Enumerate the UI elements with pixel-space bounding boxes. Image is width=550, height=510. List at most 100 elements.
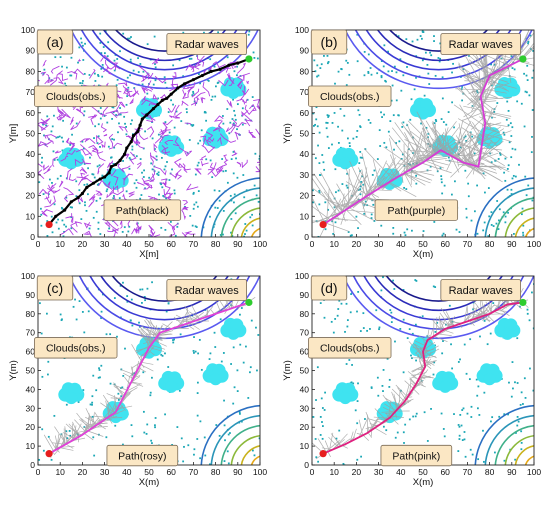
path-node [107,171,110,174]
obstacle-dot [82,311,84,313]
obstacle-dot [125,133,127,135]
obstacle-dot [186,111,188,113]
obstacle-dot [378,328,380,330]
x-tick-label: 70 [189,467,199,477]
obstacle-dot [43,193,45,195]
obstacle-dot [101,311,103,313]
obstacle-dot [106,190,108,192]
obstacle-dot [416,280,418,282]
path-label-text: Path(pink) [392,450,440,462]
obstacle-dot [368,54,370,56]
obstacle-dot [193,350,195,352]
obstacle-dot [392,280,394,282]
y-axis-label: Y[m] [8,124,19,144]
radar-label: Radar waves [441,34,521,55]
obstacle-dot [476,185,478,187]
path-node [103,175,106,178]
path-node [130,140,133,143]
obstacle-dot [527,309,529,311]
obstacle-dot [181,437,183,439]
obstacle-dot [364,418,366,420]
path-node [125,146,128,149]
obstacle-dot [237,369,239,371]
path-node [192,78,195,81]
obstacle-dot [84,73,86,75]
obstacle-dot [69,430,71,432]
obstacle-dot [491,224,493,226]
obstacle-dot [70,75,72,77]
obstacle-dot [415,360,417,362]
obstacle-dot [192,225,194,227]
panel-label-text: (b) [320,34,337,50]
obstacle-dot [84,204,86,206]
obstacle-dot [164,76,166,78]
obstacle-dot [138,71,140,73]
obstacle-dot [317,461,319,463]
obstacle-dot [57,178,59,180]
obstacle-dot [322,438,324,440]
obstacle-dot [209,216,211,218]
obstacle-dot [152,168,154,170]
obstacle-dot [212,96,214,98]
obstacle-dot [141,302,143,304]
obstacle-dot [209,58,211,60]
obstacle-dot [237,390,239,392]
obstacle-dot [52,125,54,127]
obstacle-dot [441,352,443,354]
obstacle-dot [357,400,359,402]
obstacle-dot [158,174,160,176]
obstacle-dot [494,452,496,454]
obstacle-dot [197,143,199,145]
obstacle-dot [315,118,317,120]
obstacle-dot [94,73,96,75]
obstacle-dot [443,233,445,235]
obstacle-dot [47,374,49,376]
obstacle-dot [514,381,516,383]
obstacle-dot [228,132,230,134]
obstacle-dot [108,228,110,230]
x-tick-label: 50 [144,467,154,477]
obstacle-dot [523,73,525,75]
obstacle-dot [220,318,222,320]
obstacle-dot [98,228,100,230]
path-node [236,62,239,65]
obstacle-dot [57,159,59,161]
obstacle-dot [191,58,193,60]
obstacle-dot [127,77,129,79]
x-tick-label: 60 [440,467,450,477]
obstacle-dot [82,80,84,82]
obstacle-dot [84,184,86,186]
y-tick-label: 50 [300,366,310,376]
obstacle-dot [398,115,400,117]
obstacle-dot [166,161,168,163]
obstacle-dot [323,169,325,171]
radar-label-text: Radar waves [449,39,514,51]
obstacle-dot [529,368,531,370]
obstacle-dot [526,194,528,196]
obstacle-dot [215,424,217,426]
clouds-label-text: Clouds(obs.) [320,91,380,103]
obstacle-dot [144,299,146,301]
goal-marker [519,55,526,62]
obstacle-dot [470,449,472,451]
start-marker [46,450,53,457]
obstacle-dot [252,450,254,452]
obstacle-dot [43,450,45,452]
obstacle-dot [362,312,364,314]
obstacle-dot [464,438,466,440]
obstacle-dot [155,66,157,68]
obstacle-dot [338,142,340,144]
obstacle-dot [444,185,446,187]
obstacle-dot [377,377,379,379]
path-node [123,153,126,156]
obstacle-dot [237,103,239,105]
obstacle-dot [342,183,344,185]
obstacle-dot [217,207,219,209]
obstacle-dot [364,51,366,53]
obstacle-dot [409,119,411,121]
obstacle-dot [66,404,68,406]
x-tick-label: 100 [253,467,267,477]
x-tick-label: 80 [485,239,495,249]
obstacle-dot [195,351,197,353]
x-tick-label: 30 [374,239,384,249]
